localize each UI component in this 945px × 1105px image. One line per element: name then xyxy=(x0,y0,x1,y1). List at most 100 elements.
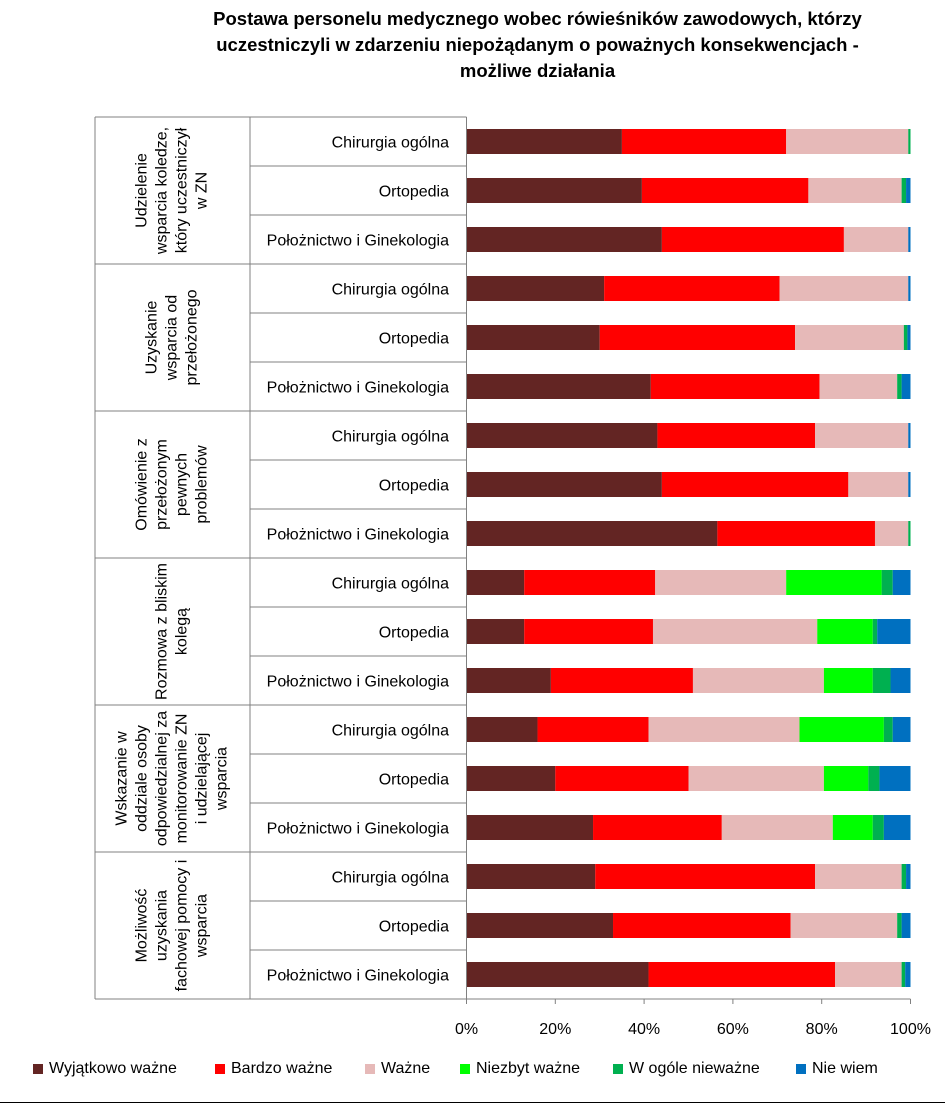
bar-segment-6-series-5 xyxy=(897,374,902,399)
bar-segment-12-series-3 xyxy=(692,668,824,693)
bar-segment-14-series-5 xyxy=(868,766,880,791)
bar-segment-14-series-3 xyxy=(688,766,824,791)
category-label-1-3: Położnictwo i Ginekologia xyxy=(267,233,449,250)
bar-segment-5-series-1 xyxy=(466,325,600,350)
bar-segment-17-series-1 xyxy=(466,913,614,938)
legend-item-1: Wyjątkowo ważne xyxy=(33,1056,177,1082)
group-label-1-line-2: wsparcia koledze, xyxy=(154,127,171,255)
bar-segment-9-series-3 xyxy=(874,521,909,546)
bar-segment-12-series-5 xyxy=(872,668,891,693)
bar-segment-8-series-3 xyxy=(848,472,909,497)
category-label-6-3: Położnictwo i Ginekologia xyxy=(267,968,449,985)
bar-segment-13-series-1 xyxy=(466,717,538,742)
bar-segment-10-series-6 xyxy=(892,570,911,595)
category-label-5-3: Położnictwo i Ginekologia xyxy=(267,821,449,838)
group-label-6: Możliwość uzyskania fachowej pomocy i wspar… xyxy=(134,860,211,992)
bar-segment-8-series-2 xyxy=(661,472,849,497)
bar-segment-15-series-2 xyxy=(593,815,722,840)
legend-swatch-4 xyxy=(460,1064,470,1074)
bar-segment-11-series-3 xyxy=(652,619,818,644)
group-label-2: Uzyskanie wsparcia od przełożonego xyxy=(144,289,201,385)
bar-segment-3-series-3 xyxy=(843,227,909,252)
group-label-3-line-1: Omówienie z xyxy=(134,438,151,530)
bar-segment-11-series-1 xyxy=(466,619,525,644)
bar-segment-8-series-6 xyxy=(908,472,911,497)
bar-segment-17-series-2 xyxy=(613,913,791,938)
x-tick-label-6: 100% xyxy=(890,1021,931,1038)
bar-segment-13-series-6 xyxy=(892,717,911,742)
group-label-1-line-3: który uczestniczył xyxy=(174,127,191,253)
bar-segment-18-series-5 xyxy=(901,962,906,987)
legend-swatch-6 xyxy=(796,1064,806,1074)
bar-segment-15-series-4 xyxy=(832,815,873,840)
bar-segment-6-series-6 xyxy=(901,374,911,399)
bar-segment-18-series-2 xyxy=(648,962,836,987)
bar-segment-9-series-1 xyxy=(466,521,718,546)
bar-segment-8-series-1 xyxy=(466,472,662,497)
bar-segment-6-series-2 xyxy=(650,374,820,399)
bar-segment-7-series-3 xyxy=(815,423,909,448)
bar-segment-14-series-4 xyxy=(823,766,869,791)
group-label-3-line-2: przełożonym xyxy=(154,439,171,530)
bar-segment-18-series-6 xyxy=(905,962,911,987)
chart-title-line-1: Postawa personelu medycznego wobec rówie… xyxy=(213,8,862,29)
x-tick-label-1: 0% xyxy=(455,1021,478,1038)
legend-item-3: Ważne xyxy=(365,1056,430,1082)
bar-segment-18-series-3 xyxy=(835,962,902,987)
bar-segment-5-series-6 xyxy=(907,325,911,350)
bar-segment-3-series-6 xyxy=(908,227,911,252)
bar-segment-15-series-3 xyxy=(721,815,833,840)
bar-segment-4-series-6 xyxy=(908,276,911,301)
bar-segment-15-series-5 xyxy=(872,815,884,840)
group-label-1-line-1: Udzielenie xyxy=(134,153,151,228)
group-label-6-line-2: uzyskania xyxy=(154,890,171,961)
bar-segment-3-series-2 xyxy=(661,227,844,252)
bar-segment-1-series-3 xyxy=(786,129,909,154)
bottom-border-line xyxy=(0,1102,945,1103)
bar-segment-2-series-2 xyxy=(641,178,809,203)
legend-label-6: Nie wiem xyxy=(812,1060,878,1077)
category-label-1-1: Chirurgia ogólna xyxy=(332,135,450,152)
bar-segment-7-series-2 xyxy=(657,423,816,448)
bar-segment-16-series-5 xyxy=(901,864,907,889)
group-label-4-line-1: Rozmowa z bliskim xyxy=(154,563,171,700)
bar-segment-7-series-6 xyxy=(908,423,911,448)
bar-segment-15-series-1 xyxy=(466,815,594,840)
bar-segment-16-series-3 xyxy=(815,864,902,889)
legend-label-5: W ogóle nieważne xyxy=(629,1060,760,1077)
category-label-2-1: Chirurgia ogólna xyxy=(332,282,450,299)
x-tick-label-5: 80% xyxy=(806,1021,838,1038)
category-label-1-2: Ortopedia xyxy=(379,184,449,201)
bar-segment-11-series-4 xyxy=(817,619,873,644)
bar-segment-9-series-2 xyxy=(717,521,875,546)
bar-segment-5-series-3 xyxy=(795,325,904,350)
group-label-4-line-2: kolegą xyxy=(174,608,191,655)
legend-label-4: Niezbyt ważne xyxy=(476,1060,581,1077)
legend-label-3: Ważne xyxy=(381,1060,431,1077)
bar-segment-10-series-5 xyxy=(881,570,893,595)
x-tick-label-2: 20% xyxy=(539,1021,571,1038)
legend-swatch-1 xyxy=(33,1064,43,1074)
category-label-4-3: Położnictwo i Ginekologia xyxy=(267,674,449,691)
bar-segment-12-series-4 xyxy=(823,668,873,693)
bar-segment-1-series-5 xyxy=(908,129,911,154)
group-label-2-line-3: przełożonego xyxy=(184,289,201,385)
chart-title-line-2: uczestniczyli w zdarzeniu niepożądanym o… xyxy=(216,34,859,55)
group-label-5: Wskazanie w oddziale osoby odpowiedzialnej… xyxy=(114,711,231,846)
group-label-5-line-4: monitorowanie ZN xyxy=(174,714,191,844)
bar-segment-1-series-1 xyxy=(466,129,622,154)
bar-segment-17-series-3 xyxy=(790,913,898,938)
bar-segment-9-series-5 xyxy=(908,521,911,546)
stacked-bar-chart: 0% 20% 40% 60% 80% 100% Chirurgia ogólna Ortope… xyxy=(94,116,931,1038)
bar-segment-14-series-2 xyxy=(555,766,689,791)
chart-legend: Wyjątkowo ważne Bardzo ważne Ważne Niezbyt … xyxy=(0,1056,945,1082)
bar-segment-4-series-1 xyxy=(466,276,605,301)
legend-item-5: W ogóle nieważne xyxy=(613,1056,760,1082)
bar-segment-11-series-5 xyxy=(872,619,878,644)
category-label-6-1: Chirurgia ogólna xyxy=(332,870,450,887)
group-label-5-line-6: wsparcia xyxy=(214,747,231,811)
bar-segment-5-series-2 xyxy=(599,325,796,350)
bar-segment-2-series-5 xyxy=(901,178,907,203)
group-label-1: Udzielenie wsparcia koledze, który uczestn… xyxy=(134,127,211,255)
group-label-1-line-4: w ZN xyxy=(194,172,211,210)
